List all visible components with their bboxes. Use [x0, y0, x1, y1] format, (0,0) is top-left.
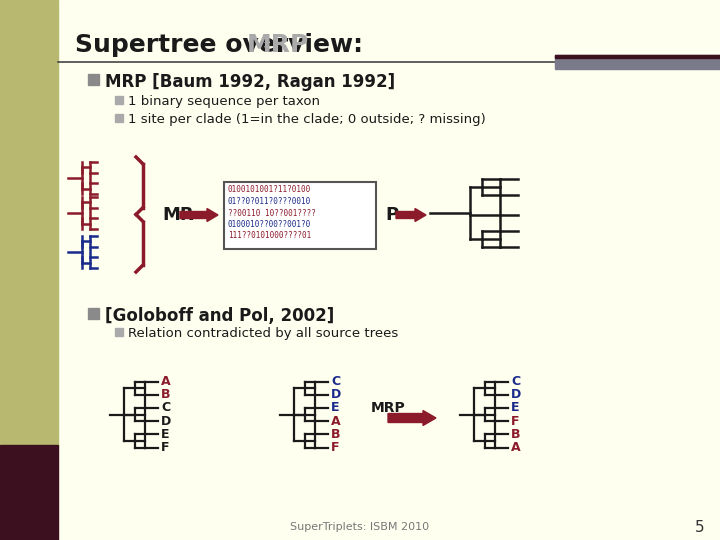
Bar [88, 74, 99, 85]
Text: Relation contradicted by all source trees: Relation contradicted by all source tree… [128, 327, 398, 341]
Text: C: C [511, 375, 521, 388]
Text: B: B [331, 428, 341, 441]
Text: E: E [331, 401, 340, 415]
FancyBboxPatch shape [224, 182, 376, 249]
Text: F: F [161, 441, 170, 454]
Bar [115, 328, 123, 336]
Text: 01??0?011?0???0010: 01??0?011?0???0010 [228, 197, 311, 206]
Text: D: D [161, 415, 171, 428]
Text: D: D [511, 388, 521, 401]
Text: P: P [385, 206, 398, 224]
Text: 1 binary sequence per taxon: 1 binary sequence per taxon [128, 96, 320, 109]
Text: [Goloboff and Pol, 2002]: [Goloboff and Pol, 2002] [105, 307, 334, 325]
Bar [0, 0, 58, 445]
Text: E: E [161, 428, 170, 441]
Text: A: A [331, 415, 341, 428]
Text: ??00110 10??001????: ??00110 10??001???? [228, 208, 316, 218]
Bar [115, 114, 123, 122]
Text: Supertree overview:: Supertree overview: [75, 33, 372, 57]
Text: 0100010??00??001?0: 0100010??00??001?0 [228, 220, 311, 229]
Text: C: C [331, 375, 341, 388]
Text: MRP: MRP [371, 401, 405, 415]
Text: 1 site per clade (1=in the clade; 0 outside; ? missing): 1 site per clade (1=in the clade; 0 outs… [128, 113, 486, 126]
Bar [555, 55, 720, 69]
Bar [555, 55, 720, 58]
Text: B: B [511, 428, 521, 441]
Text: 111??0101000????01: 111??0101000????01 [228, 232, 311, 240]
FancyArrow shape [180, 208, 218, 221]
FancyArrow shape [388, 410, 436, 426]
Text: A: A [511, 441, 521, 454]
Text: MR: MR [162, 206, 194, 224]
Bar [0, 445, 58, 540]
Text: B: B [161, 388, 171, 401]
FancyArrow shape [396, 208, 426, 221]
Text: D: D [331, 388, 341, 401]
Text: C: C [161, 401, 171, 415]
Text: F: F [331, 441, 340, 454]
Text: A: A [161, 375, 171, 388]
Text: MRP: MRP [247, 33, 310, 57]
Text: F: F [511, 415, 520, 428]
Text: 0100101001?11?0100: 0100101001?11?0100 [228, 186, 311, 194]
Bar [115, 96, 123, 104]
Bar [88, 308, 99, 319]
Text: SuperTriplets: ISBM 2010: SuperTriplets: ISBM 2010 [290, 522, 430, 532]
Text: MRP [Baum 1992, Ragan 1992]: MRP [Baum 1992, Ragan 1992] [105, 73, 395, 91]
Text: E: E [511, 401, 520, 415]
Text: 5: 5 [696, 519, 705, 535]
